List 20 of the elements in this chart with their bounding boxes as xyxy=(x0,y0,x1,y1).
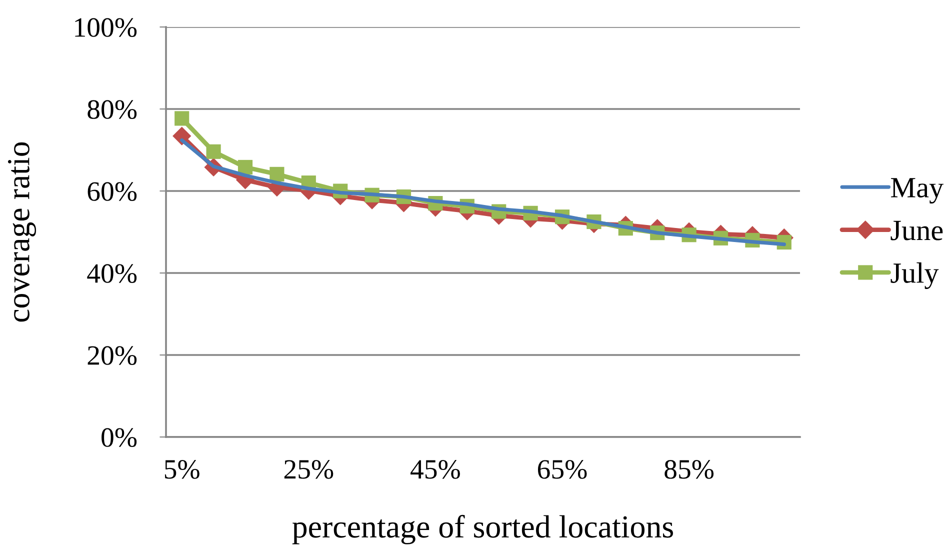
y-tick-label: 100% xyxy=(75,18,137,37)
legend-label: June xyxy=(890,220,943,240)
point xyxy=(238,160,253,175)
point xyxy=(174,111,190,126)
y-axis-title: coverage ratio xyxy=(8,142,36,322)
y-tick-label: 60% xyxy=(88,182,137,201)
x-tick-label: 85% xyxy=(664,460,714,479)
y-tick-label: 0% xyxy=(102,428,137,447)
x-tick-label: 5% xyxy=(164,460,200,479)
x-tick-label: 25% xyxy=(284,460,334,479)
legend-label: May xyxy=(891,178,944,204)
point xyxy=(206,144,221,159)
y-tick-label: 80% xyxy=(88,100,137,119)
point xyxy=(270,166,284,182)
legend-label: July xyxy=(890,262,939,289)
y-tick-label: 40% xyxy=(87,264,137,283)
x-axis-title: percentage of sorted locations xyxy=(292,514,673,544)
x-tick-label: 45% xyxy=(410,460,460,479)
y-tick-label: 20% xyxy=(88,346,137,365)
x-tick-label: 65% xyxy=(538,460,587,479)
